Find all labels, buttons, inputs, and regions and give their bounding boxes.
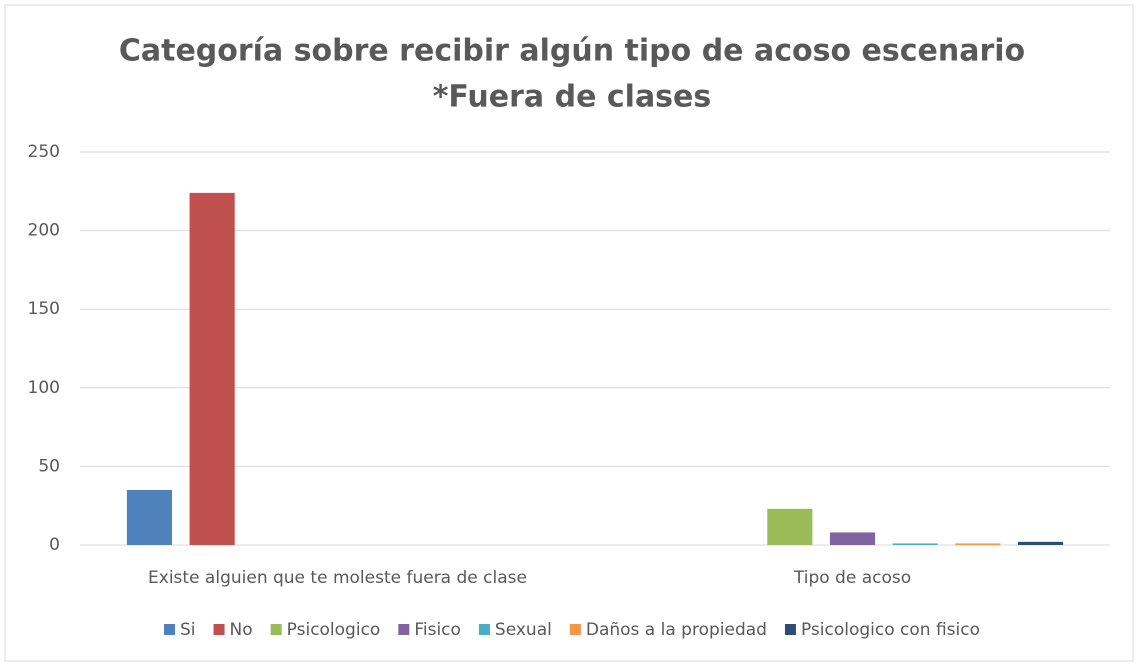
y-tick-label: 100 — [28, 378, 60, 398]
bar — [126, 489, 173, 545]
bar — [892, 543, 938, 545]
legend-label: Fisico — [414, 620, 461, 640]
legend-label: Psicologico — [287, 620, 381, 640]
legend-swatch — [213, 624, 225, 635]
legend-swatch — [569, 624, 581, 635]
legend-swatch — [398, 624, 410, 635]
legend-label: Si — [180, 620, 196, 640]
x-tick-label: Existe alguien que te moleste fuera de c… — [148, 568, 527, 588]
bar — [189, 192, 235, 545]
legend-label: No — [230, 620, 253, 640]
chart-title: Categoría sobre recibir algún tipo de ac… — [119, 34, 1025, 69]
y-tick-label: 0 — [49, 535, 60, 555]
y-tick-label: 50 — [38, 456, 60, 476]
legend-swatch — [784, 624, 796, 635]
legend-swatch — [164, 624, 176, 635]
legend-label: Sexual — [495, 620, 552, 640]
legend-swatch — [270, 624, 282, 635]
y-tick-label: 250 — [28, 142, 60, 162]
legend-label: Daños a la propiedad — [586, 620, 767, 640]
legend-swatch — [478, 624, 490, 635]
y-tick-label: 150 — [28, 299, 60, 319]
bar — [829, 532, 876, 545]
x-tick-label: Tipo de acoso — [793, 568, 911, 588]
bar — [767, 508, 813, 545]
bar — [955, 543, 1001, 545]
y-tick-label: 200 — [28, 221, 60, 241]
chart-subtitle: *Fuera de clases — [433, 80, 712, 115]
bar — [1017, 541, 1064, 545]
legend-label: Psicologico con fisico — [801, 620, 980, 640]
